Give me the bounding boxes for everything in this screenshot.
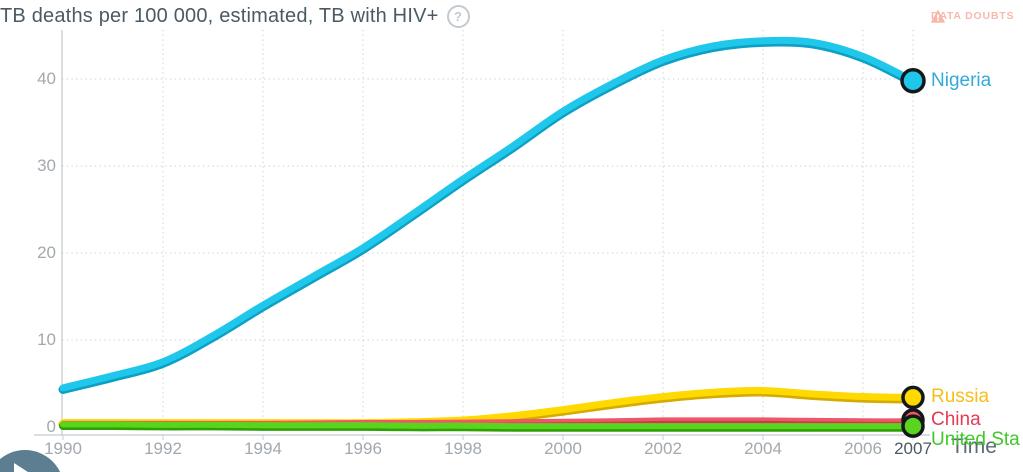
x-tick-label: 1990 xyxy=(44,439,82,458)
endpoint-bubble-united-states[interactable] xyxy=(901,414,925,438)
data-doubts-warning[interactable]: DATA DOUBTS xyxy=(931,10,1015,23)
y-tick-label: 40 xyxy=(37,69,56,88)
x-axis-title: Time xyxy=(951,435,997,458)
series-label-nigeria[interactable]: Nigeria xyxy=(931,69,992,91)
series-line-nigeria[interactable] xyxy=(59,36,917,392)
help-icon[interactable]: ? xyxy=(446,5,470,28)
x-tick-label: 2000 xyxy=(544,439,582,458)
y-tick-label: 20 xyxy=(37,243,56,262)
x-tick-label-current-year: 2007 xyxy=(894,439,932,458)
endpoint-bubble-russia[interactable] xyxy=(901,385,925,410)
play-icon xyxy=(14,463,31,472)
endpoint-bubble-nigeria[interactable] xyxy=(900,67,926,94)
chart-header: TB deaths per 100 000, estimated, TB wit… xyxy=(0,5,470,28)
chart-title: TB deaths per 100 000, estimated, TB wit… xyxy=(0,5,439,27)
x-tick-label: 1994 xyxy=(244,439,282,458)
x-tick-label: 2006 xyxy=(844,439,882,458)
x-tick-label: 1992 xyxy=(144,439,182,458)
series-label-china[interactable]: China xyxy=(931,409,981,431)
series-line-united-states[interactable] xyxy=(60,421,916,430)
x-tick-label: 1996 xyxy=(344,439,382,458)
series-label-united-states[interactable]: United Sta xyxy=(931,429,1020,451)
y-tick-label: 10 xyxy=(37,330,56,349)
series-line-shade-nigeria xyxy=(58,37,918,394)
series-label-russia[interactable]: Russia xyxy=(931,386,990,408)
y-tick-label: 30 xyxy=(37,156,56,175)
x-tick-label: 2004 xyxy=(744,439,782,458)
data-doubts-label: DATA DOUBTS xyxy=(931,10,1015,22)
warning-triangle-icon xyxy=(931,10,945,23)
x-tick-label: 1998 xyxy=(444,439,482,458)
y-tick-label: 0 xyxy=(46,417,56,436)
x-tick-label: 2002 xyxy=(644,439,682,458)
